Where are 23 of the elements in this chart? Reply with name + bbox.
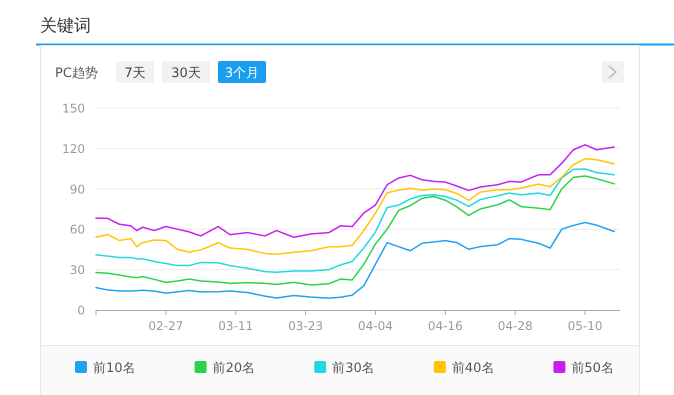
x-tick-label: 04-04	[358, 319, 393, 333]
chart-title: 关键词	[40, 16, 91, 36]
y-tick-label: 120	[62, 142, 85, 156]
legend-label: 前10名	[93, 361, 136, 376]
y-tick-label: 30	[70, 263, 85, 278]
legend-label: 前50名	[571, 361, 614, 376]
y-tick-label: 60	[70, 222, 85, 237]
chart-subtitle: PC趋势	[55, 66, 98, 81]
y-tick-label: 0	[77, 304, 85, 318]
x-tick-label: 04-28	[498, 319, 533, 333]
x-tick-label: 03-23	[288, 319, 324, 333]
legend-label: 前20名	[212, 361, 256, 376]
text: 3个月	[224, 66, 260, 81]
y-tick-label: 150	[62, 102, 85, 116]
legend-label: 前40名	[452, 361, 494, 376]
x-tick-label: 05-10	[568, 319, 603, 333]
text: 30天	[171, 66, 201, 81]
legend-label: 前30名	[332, 361, 375, 376]
x-tick-label: 04-16	[428, 319, 463, 333]
x-tick-label: 02-27	[148, 319, 184, 333]
y-tick-label: 90	[70, 182, 85, 196]
x-tick-label: 03-11	[218, 319, 254, 333]
text: 7天	[124, 66, 146, 81]
